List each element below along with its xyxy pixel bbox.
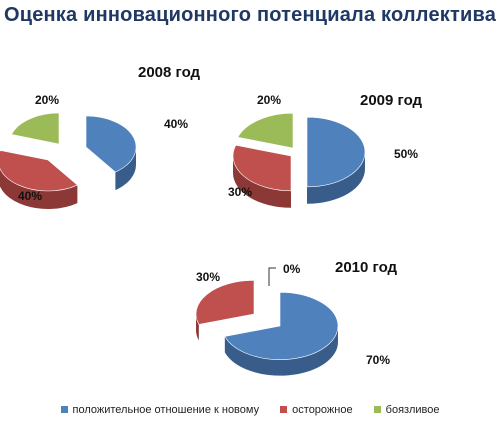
data-label-cautious: 30% — [228, 185, 252, 199]
slice-side-positive — [115, 147, 136, 191]
data-label-positive: 70% — [366, 353, 390, 367]
legend-item-positive: положительное отношение к новому — [60, 404, 260, 416]
slice-fearful — [10, 112, 60, 145]
slice-side-positive — [307, 152, 365, 204]
pie-chart-2010-год: 2010 год 70% 30% 0% — [195, 259, 398, 376]
pie-title: 2008 год — [138, 64, 201, 81]
legend-item-cautious: осторожное — [280, 404, 353, 416]
data-label-cautious: 30% — [196, 270, 220, 284]
slice-side-cautious — [196, 314, 199, 341]
slice-fearful — [237, 112, 294, 149]
slice-side-cautious — [233, 156, 291, 208]
legend-swatch-positive — [60, 406, 68, 413]
slice-cautious — [232, 144, 292, 192]
data-label-fearful: 20% — [257, 93, 281, 107]
legend-swatch-fearful — [373, 406, 381, 413]
chart-title: Оценка инновационного потенциала коллект… — [3, 4, 497, 26]
data-label-positive: 50% — [394, 147, 418, 161]
legend-label-cautious: осторожное — [292, 404, 353, 416]
slice-positive — [224, 292, 339, 360]
pie-title: 2010 год — [335, 259, 398, 276]
slice-cautious — [0, 150, 78, 192]
pie-title: 2009 год — [360, 92, 423, 109]
pie-chart-2009-год: 2009 год 50% 30% 20% — [228, 92, 423, 208]
data-label-positive: 40% — [164, 117, 188, 131]
slice-positive — [85, 115, 137, 173]
legend-label-positive: положительное отношение к новому — [72, 404, 260, 416]
slice-side-positive — [224, 326, 338, 376]
pie-chart-2008-год: 2008 год 40% 40% 20% — [0, 64, 201, 209]
legend: положительное отношение к новому осторож… — [0, 404, 500, 416]
legend-label-fearful: боязливое — [385, 404, 440, 416]
slice-positive — [306, 116, 366, 188]
data-label-cautious: 40% — [18, 189, 42, 203]
leader-line-fearful — [268, 267, 276, 286]
legend-swatch-cautious — [280, 406, 288, 413]
slice-cautious — [195, 280, 255, 325]
data-label-fearful: 0% — [283, 262, 301, 276]
slice-side-cautious — [0, 168, 78, 209]
data-label-fearful: 20% — [35, 93, 59, 107]
legend-item-fearful: боязливое — [373, 404, 440, 416]
